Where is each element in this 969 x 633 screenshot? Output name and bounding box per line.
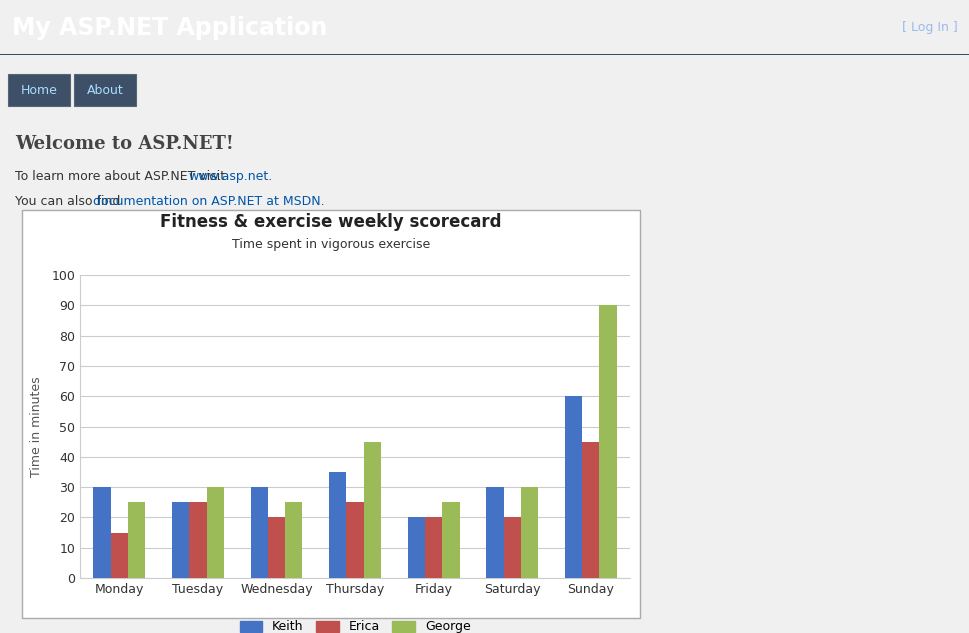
Bar <box>110 532 128 578</box>
Bar <box>285 502 302 578</box>
Bar <box>128 502 145 578</box>
Bar <box>565 396 582 578</box>
Text: Time spent in vigorous exercise: Time spent in vigorous exercise <box>232 239 430 251</box>
Bar <box>22 210 640 618</box>
Bar <box>8 74 70 106</box>
Y-axis label: Time in minutes: Time in minutes <box>30 376 43 477</box>
Text: [ Log In ]: [ Log In ] <box>901 21 957 34</box>
Bar <box>346 502 363 578</box>
Bar <box>408 517 425 578</box>
Bar <box>520 487 538 578</box>
Text: www.asp.net.: www.asp.net. <box>188 170 272 183</box>
Bar <box>267 517 285 578</box>
Text: My ASP.NET Application: My ASP.NET Application <box>12 15 327 39</box>
Text: documentation on ASP.NET at MSDN.: documentation on ASP.NET at MSDN. <box>93 195 325 208</box>
Text: Home: Home <box>20 84 57 96</box>
Bar <box>504 517 520 578</box>
Bar <box>329 472 346 578</box>
Text: To learn more about ASP.NET visit: To learn more about ASP.NET visit <box>15 170 229 183</box>
Legend: Keith, Erica, George: Keith, Erica, George <box>234 615 476 633</box>
Bar <box>425 517 442 578</box>
Bar <box>486 487 504 578</box>
Bar <box>172 502 189 578</box>
Bar <box>582 442 600 578</box>
Bar <box>442 502 459 578</box>
Bar <box>189 502 206 578</box>
Bar <box>363 442 381 578</box>
Text: Fitness & exercise weekly scorecard: Fitness & exercise weekly scorecard <box>160 213 502 231</box>
Text: About: About <box>86 84 123 96</box>
Bar <box>600 305 616 578</box>
Bar <box>206 487 224 578</box>
Text: You can also find: You can also find <box>15 195 124 208</box>
Bar <box>93 487 110 578</box>
Bar <box>251 487 267 578</box>
Bar <box>74 74 136 106</box>
Text: Welcome to ASP.NET!: Welcome to ASP.NET! <box>15 135 234 153</box>
